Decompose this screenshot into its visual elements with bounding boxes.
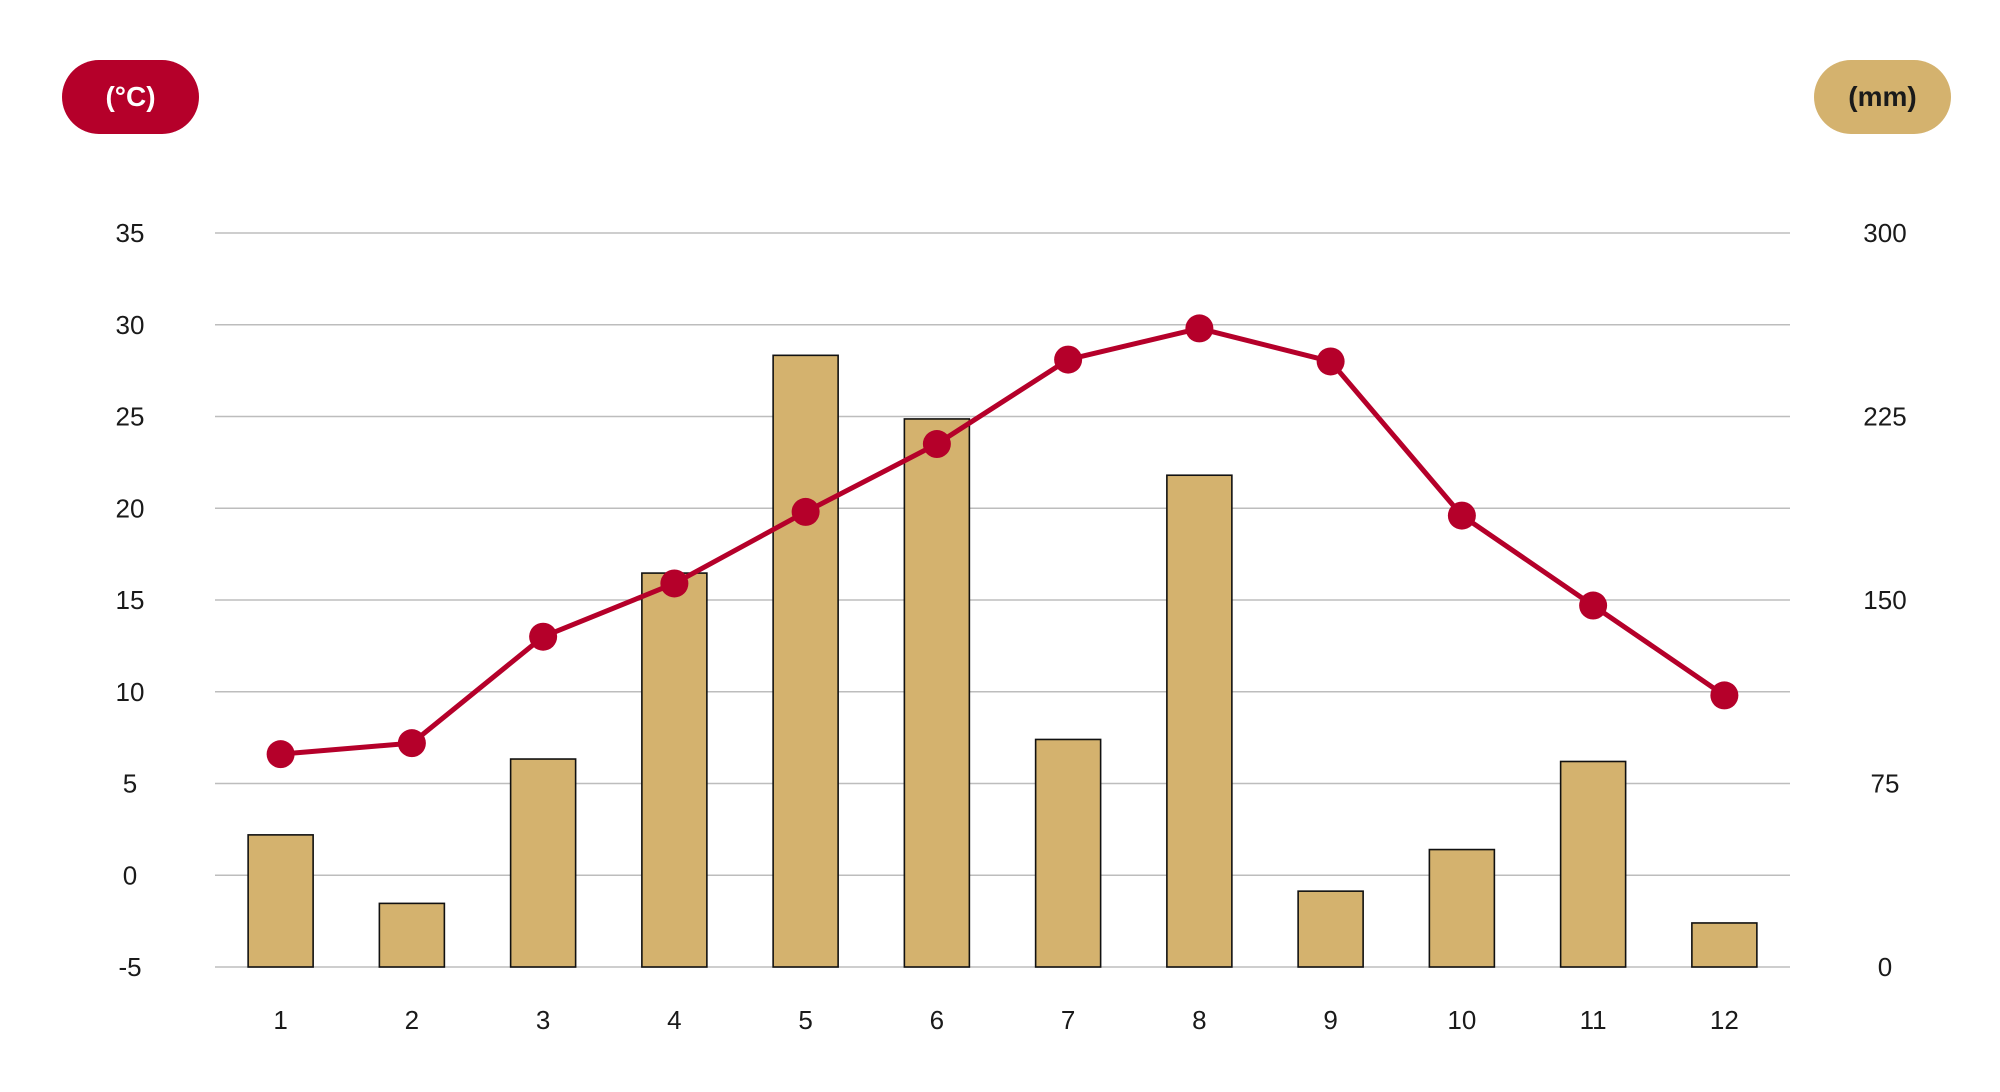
x-axis-tick-label: 6 <box>930 1005 944 1035</box>
precipitation-bar <box>509 758 577 968</box>
precipitation-bar <box>772 354 839 968</box>
x-axis-tick-label: 8 <box>1192 1005 1206 1035</box>
temperature-point <box>1710 681 1739 710</box>
temperature-line <box>266 314 1739 769</box>
left-axis-tick-label: 15 <box>116 585 145 615</box>
precipitation-bar <box>378 902 446 968</box>
x-axis-tick-label: 5 <box>798 1005 812 1035</box>
precipitation-bar <box>1166 474 1233 968</box>
precipitation-bar <box>1428 848 1496 968</box>
right-axis-tick-label: 150 <box>1863 585 1906 615</box>
left-axis-tick-label: 30 <box>116 310 145 340</box>
temperature-line-path <box>280 325 1726 757</box>
x-axis-tick-label: 11 <box>1580 1005 1607 1035</box>
x-axis-tick-label: 2 <box>405 1005 419 1035</box>
temperature-point <box>397 729 426 758</box>
temperature-point <box>529 622 558 651</box>
temperature-point <box>1447 501 1476 530</box>
precipitation-bar <box>247 834 314 968</box>
precipitation-unit-label: (mm) <box>1848 81 1917 112</box>
precipitation-bar <box>1297 890 1364 968</box>
gridlines <box>215 232 1790 968</box>
left-axis-tick-label: 10 <box>116 677 145 707</box>
temperature-unit-label: (°C) <box>105 81 156 112</box>
x-axis-tick-label: 12 <box>1710 1005 1739 1035</box>
temperature-point <box>1185 314 1214 343</box>
precipitation-bar <box>1691 922 1758 968</box>
temperature-point <box>1579 591 1608 620</box>
x-axis-tick-label: 3 <box>536 1005 550 1035</box>
left-axis-tick-label: -5 <box>118 952 141 982</box>
left-axis-tick-label: 5 <box>123 769 137 799</box>
left-axis-tick-label: 25 <box>116 402 145 432</box>
temperature-point <box>1054 345 1083 374</box>
temperature-point <box>1316 347 1345 376</box>
precipitation-bar <box>903 418 971 968</box>
x-axis-tick-label: 4 <box>667 1005 681 1035</box>
precipitation-unit-badge: (mm) <box>1814 60 1951 134</box>
x-axis-tick-label: 1 <box>273 1005 287 1035</box>
precipitation-bar <box>1034 738 1102 968</box>
temperature-point <box>922 430 951 459</box>
precipitation-bar <box>641 572 708 968</box>
precipitation-bar <box>1559 760 1627 968</box>
precipitation-bars <box>247 354 1758 968</box>
left-axis-ticks: 35 30 25 20 15 10 5 0 -5 <box>116 218 145 982</box>
temperature-point <box>660 569 689 598</box>
x-axis-tick-label: 9 <box>1323 1005 1337 1035</box>
x-axis-tick-label: 10 <box>1447 1005 1476 1035</box>
temperature-point <box>266 740 295 769</box>
x-axis-ticks: 1 2 3 4 5 6 7 8 9 10 11 12 <box>273 1005 1738 1035</box>
left-axis-tick-label: 20 <box>116 493 145 523</box>
left-axis-tick-label: 35 <box>116 218 145 248</box>
right-axis-tick-label: 300 <box>1863 218 1906 248</box>
right-axis-tick-label: 0 <box>1878 952 1892 982</box>
temperature-point <box>791 497 820 526</box>
x-axis-tick-label: 7 <box>1061 1005 1075 1035</box>
right-axis-tick-label: 75 <box>1871 769 1900 799</box>
right-axis-ticks: 300 225 150 75 0 <box>1863 218 1906 982</box>
right-axis-tick-label: 225 <box>1863 402 1906 432</box>
temperature-unit-badge: (°C) <box>62 60 199 134</box>
left-axis-tick-label: 0 <box>123 860 137 890</box>
